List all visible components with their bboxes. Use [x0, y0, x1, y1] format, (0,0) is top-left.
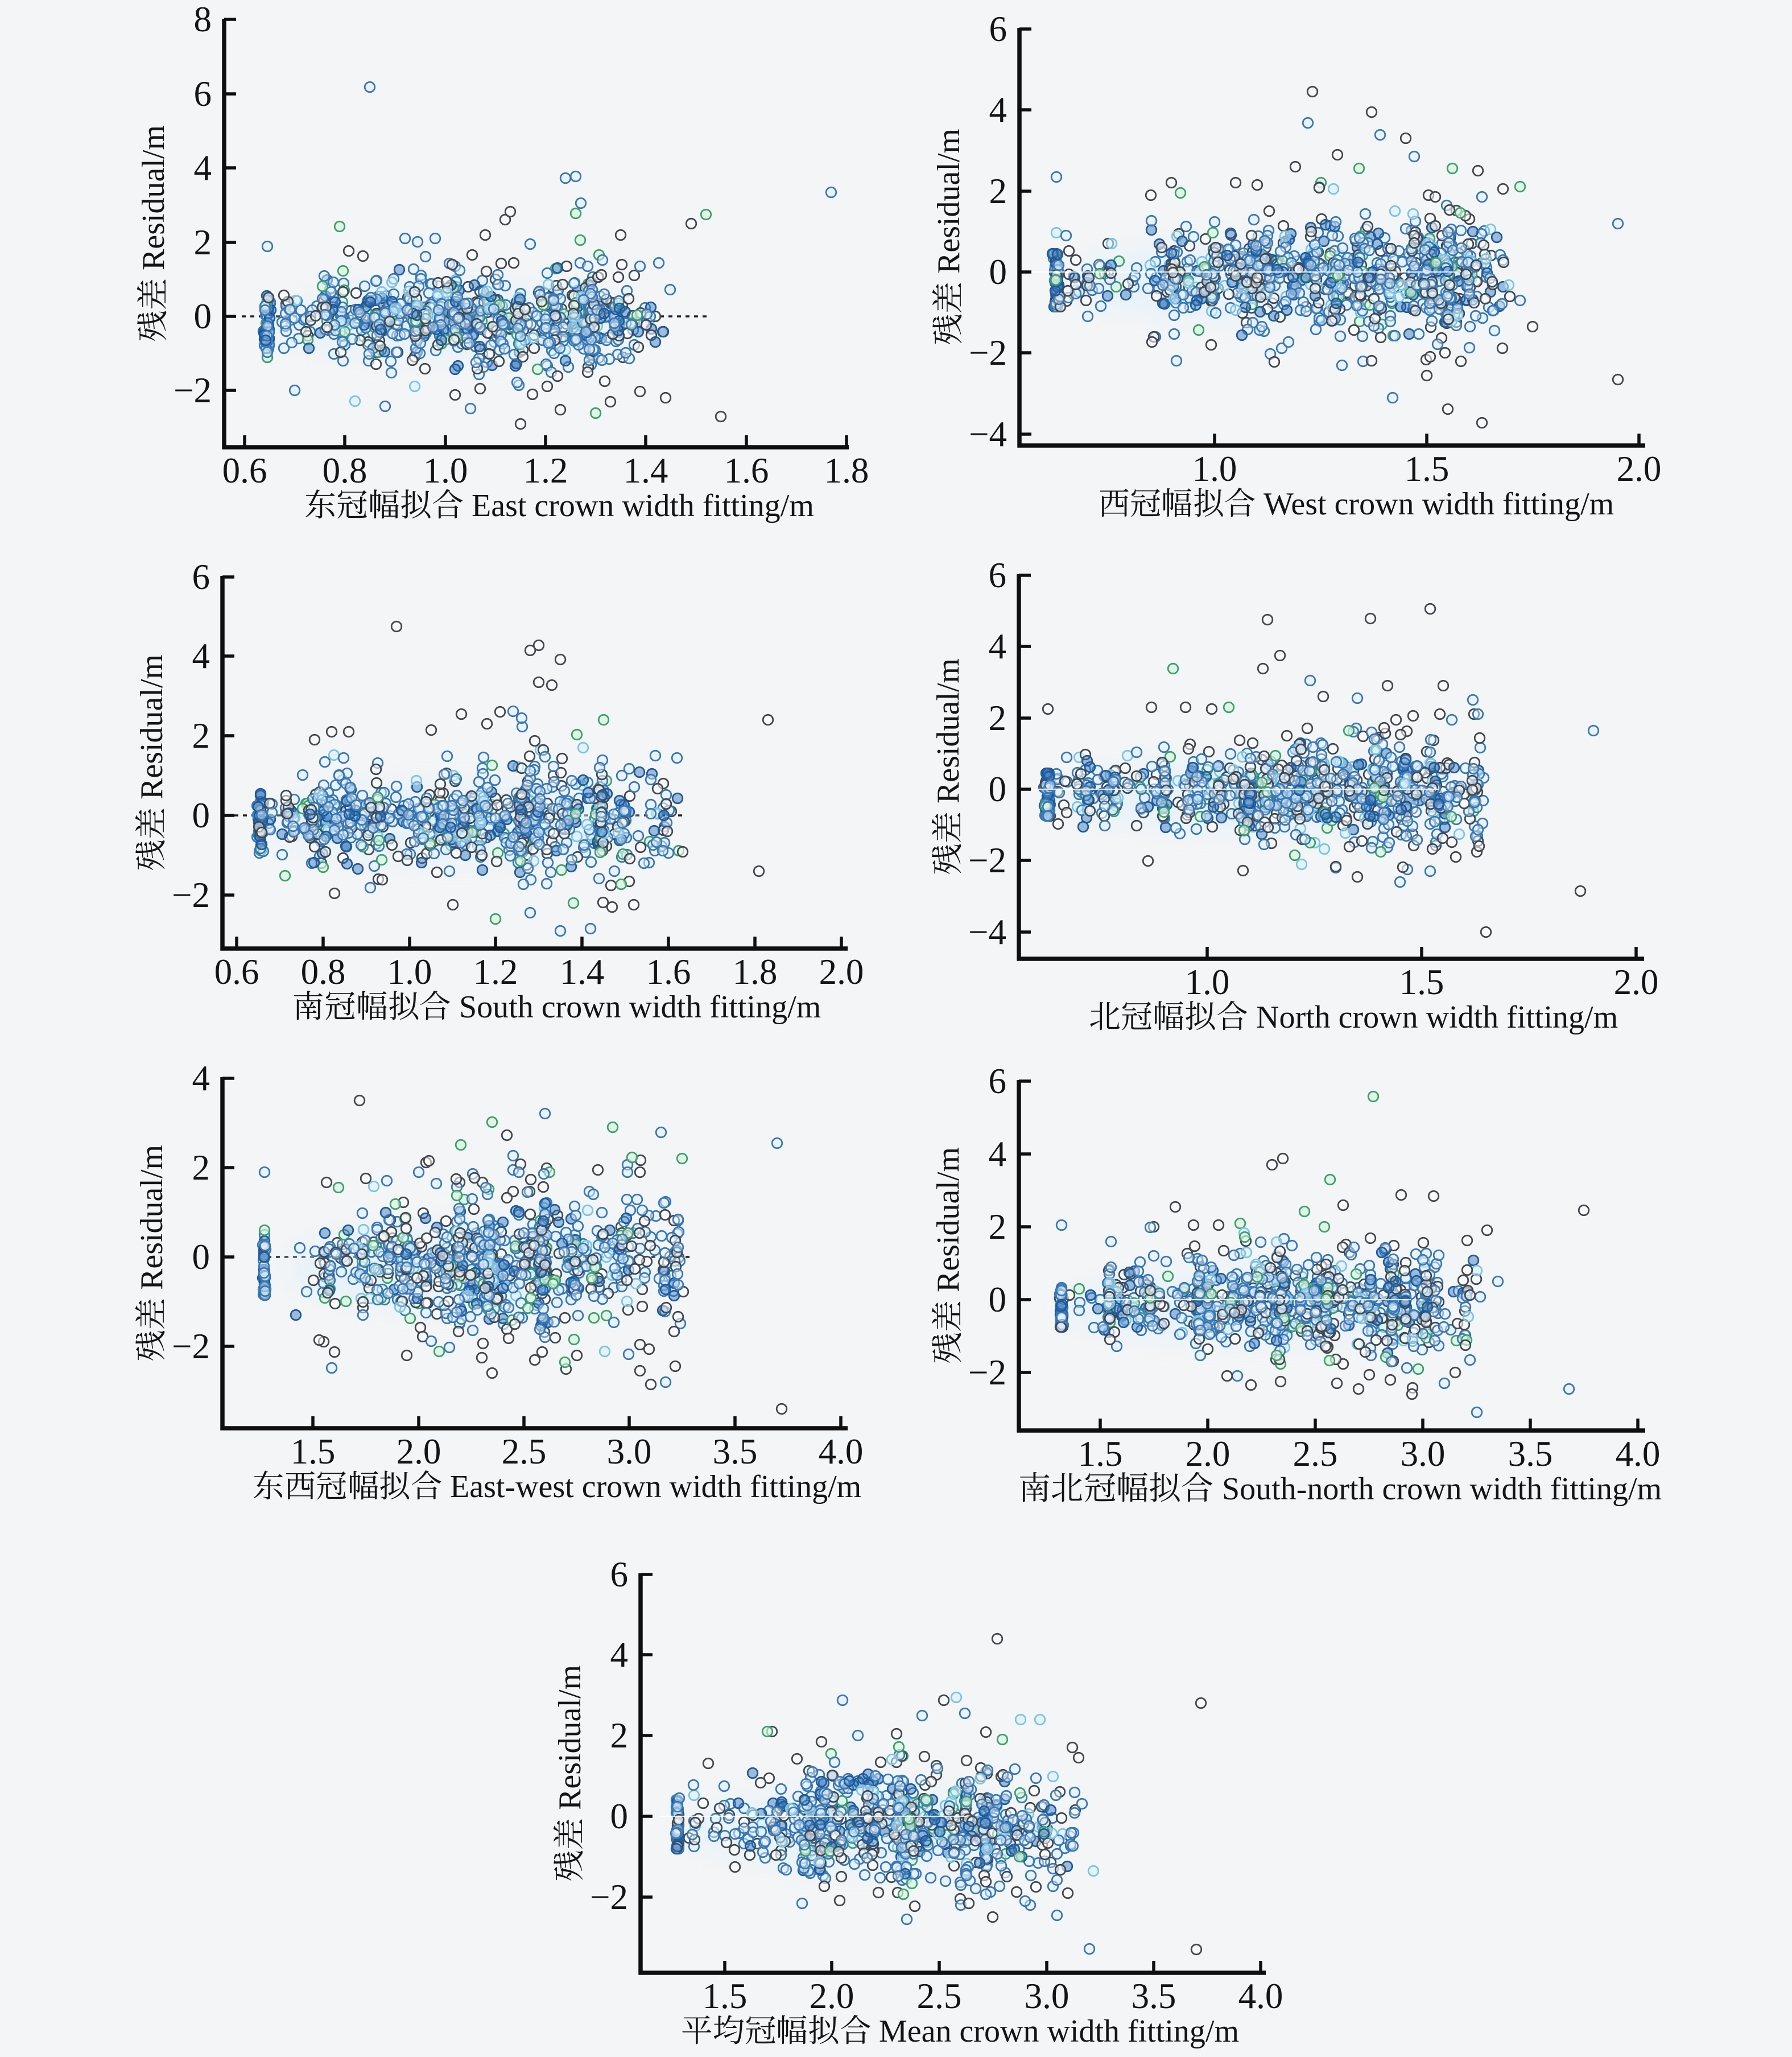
svg-text:−2: −2	[969, 333, 1007, 373]
svg-text:4: 4	[989, 626, 1007, 666]
svg-text:4: 4	[194, 148, 212, 188]
svg-text:2: 2	[989, 171, 1008, 211]
svg-text:3.0: 3.0	[607, 1432, 652, 1471]
svg-text:2: 2	[194, 222, 212, 262]
svg-text:4: 4	[192, 1058, 210, 1098]
svg-text:4.0: 4.0	[819, 1432, 864, 1471]
svg-text:1.0: 1.0	[387, 952, 432, 992]
svg-text:−2: −2	[172, 1326, 210, 1366]
svg-text:6: 6	[194, 74, 212, 114]
svg-text:0: 0	[989, 252, 1008, 292]
svg-text:1.5: 1.5	[1399, 962, 1444, 1002]
svg-text:East-west crown width fitting/: East-west crown width fitting/m	[450, 1469, 861, 1504]
svg-text:0.6: 0.6	[222, 451, 267, 490]
svg-text:South crown width fitting/m: South crown width fitting/m	[459, 990, 821, 1025]
svg-text:−2: −2	[172, 875, 210, 915]
svg-text:2.0: 2.0	[1614, 962, 1659, 1002]
svg-text:0: 0	[192, 1237, 210, 1277]
svg-text:2.0: 2.0	[1617, 449, 1662, 489]
svg-text:0: 0	[194, 296, 212, 336]
svg-text:Residual/m: Residual/m	[931, 129, 967, 274]
svg-text:2: 2	[192, 716, 210, 756]
svg-text:1.4: 1.4	[624, 451, 668, 490]
svg-text:West crown width fitting/m: West crown width fitting/m	[1264, 487, 1614, 522]
svg-text:1.5: 1.5	[1405, 449, 1450, 489]
svg-text:2.5: 2.5	[502, 1432, 547, 1471]
svg-text:6: 6	[192, 557, 210, 597]
svg-text:−4: −4	[968, 912, 1006, 952]
svg-text:1.2: 1.2	[473, 952, 518, 992]
svg-text:Residual/m: Residual/m	[136, 125, 171, 270]
svg-text:North crown width fitting/m: North crown width fitting/m	[1256, 1000, 1618, 1035]
svg-text:1.6: 1.6	[646, 952, 691, 992]
svg-text:6: 6	[989, 555, 1007, 595]
svg-text:0: 0	[192, 795, 210, 835]
svg-text:2.0: 2.0	[397, 1432, 441, 1471]
svg-text:0.6: 0.6	[214, 952, 259, 992]
svg-text:3.5: 3.5	[713, 1432, 758, 1471]
svg-text:1.0: 1.0	[1185, 962, 1230, 1002]
svg-text:2.0: 2.0	[819, 952, 864, 992]
svg-text:1.0: 1.0	[423, 451, 468, 490]
svg-text:−2: −2	[174, 370, 212, 410]
svg-text:0: 0	[989, 769, 1007, 809]
svg-text:Residual/m: Residual/m	[931, 658, 966, 803]
svg-text:4: 4	[192, 636, 210, 676]
svg-text:Residual/m: Residual/m	[134, 1145, 170, 1290]
svg-text:1.6: 1.6	[724, 451, 769, 490]
svg-text:8: 8	[194, 0, 212, 39]
svg-text:0.8: 0.8	[323, 451, 368, 490]
svg-text:1.2: 1.2	[523, 451, 568, 490]
svg-text:6: 6	[989, 9, 1008, 49]
svg-text:−2: −2	[968, 840, 1006, 880]
svg-text:1.8: 1.8	[824, 451, 869, 490]
svg-text:2: 2	[989, 698, 1007, 738]
svg-text:4: 4	[989, 90, 1008, 130]
svg-text:−4: −4	[969, 414, 1007, 454]
svg-text:1.5: 1.5	[291, 1432, 336, 1471]
svg-text:1.0: 1.0	[1192, 449, 1237, 489]
svg-text:0.8: 0.8	[301, 952, 346, 992]
svg-text:2: 2	[192, 1148, 210, 1188]
svg-text:1.4: 1.4	[560, 952, 605, 992]
svg-text:1.8: 1.8	[733, 952, 778, 992]
svg-text:Residual/m: Residual/m	[134, 654, 170, 799]
svg-text:East crown width fitting/m: East crown width fitting/m	[472, 488, 814, 523]
